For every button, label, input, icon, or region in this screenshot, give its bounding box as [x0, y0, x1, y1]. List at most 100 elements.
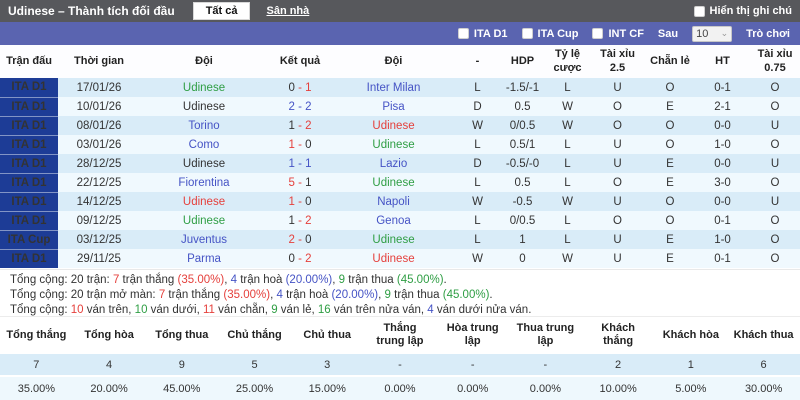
half-time-score: 0-0 — [714, 157, 731, 170]
stats-percent-value: 0.00% — [509, 375, 582, 400]
away-team-name: Genoa — [376, 214, 411, 227]
summary-segment: ván dưới, — [147, 303, 203, 316]
column-header: Trận đấu — [0, 45, 58, 78]
games-label: Trò chơi — [746, 27, 790, 40]
chevron-down-icon: ⌄ — [720, 28, 729, 38]
league-badge: ITA Cup — [0, 230, 58, 250]
half-time-score: 1-0 — [714, 138, 731, 151]
home-score: 0 — [288, 252, 295, 265]
match-date: 03/12/25 — [76, 233, 122, 246]
away-score: 0 — [305, 233, 312, 246]
half-time-score: 3-0 — [714, 176, 731, 189]
summary-segment: 4 — [427, 303, 434, 316]
int-cf-checkbox[interactable] — [592, 28, 604, 39]
league-badge: ITA D1 — [0, 173, 58, 193]
odds-letter: L — [564, 233, 571, 246]
stats-count-value: 1 — [654, 354, 728, 376]
score-dash: - — [294, 195, 306, 208]
result-letter: L — [474, 214, 481, 227]
summary-segment: trận thua — [345, 273, 397, 286]
ita-d1-checkbox[interactable] — [457, 28, 469, 39]
summary-segment: , — [332, 273, 339, 286]
half-time-score: 0-1 — [714, 252, 731, 265]
home-team-cell: Udinese — [140, 211, 268, 230]
tab-home-link[interactable]: Sân nhà — [266, 5, 310, 17]
home-team-name: Parma — [187, 252, 221, 265]
home-team-cell: Juventus — [140, 230, 268, 249]
stats-count-value: 4 — [72, 354, 146, 376]
stats-percent-value: 20.00% — [72, 375, 146, 400]
score-dash: - — [294, 119, 306, 132]
stats-percent-value: 0.00% — [436, 375, 510, 400]
summary-line: Tổng cộng: 10 ván trên, 10 ván dưới, 11 … — [10, 303, 800, 318]
page-title: Udinese – Thành tích đối đầu — [8, 4, 175, 18]
stats-count-value: - — [509, 354, 582, 376]
score-cell: 5 - 1 — [268, 173, 332, 192]
home-score: 2 — [288, 100, 295, 113]
over-under-075-letter: O — [770, 81, 780, 94]
stats-table: Tổng thắng Tổng hòa Tổng thua Chủ thắng Chủ … — [0, 315, 800, 400]
hdp-value: 0.5 — [514, 176, 531, 189]
over-under-25-letter: U — [613, 138, 622, 151]
result-letter: D — [473, 100, 482, 113]
away-score: 1 — [305, 81, 312, 94]
away-team-name: Udinese — [372, 233, 415, 246]
summary-segment: , — [270, 288, 277, 301]
column-header: Kết quả — [268, 45, 332, 78]
away-score: 2 — [305, 252, 312, 265]
away-team-cell: Lazio — [332, 154, 455, 173]
score-cell: 1 - 1 — [268, 154, 332, 173]
away-score: 0 — [305, 138, 312, 151]
tab-all-button[interactable]: Tất cả — [192, 2, 251, 20]
filter-int-cf: INT CF — [592, 28, 644, 40]
home-score: 5 — [288, 176, 295, 189]
result-letter: D — [473, 157, 482, 170]
stats-column-header: Khách thắng — [581, 316, 655, 354]
over-under-25-letter: U — [613, 252, 622, 265]
over-under-25-letter: U — [613, 233, 622, 246]
match-date: 03/01/26 — [76, 138, 122, 151]
games-count-select[interactable]: 10 ⌄ — [692, 25, 733, 42]
show-notes-checkbox[interactable] — [693, 5, 705, 17]
summary-segment: (20.00%) — [285, 273, 333, 286]
home-score: 2 — [288, 233, 295, 246]
column-header: Chẵn lẻ — [645, 45, 695, 78]
away-team-name: Napoli — [377, 195, 410, 208]
stats-percent-value: 10.00% — [581, 375, 655, 400]
even-odd-letter: E — [666, 176, 674, 189]
summary-segment: trận thua — [390, 288, 443, 301]
summary-segment: ván dưới nửa ván. — [433, 303, 532, 316]
stats-count-value: 9 — [145, 354, 219, 376]
summary-segment: 10 — [134, 303, 148, 316]
result-letter: W — [472, 119, 483, 132]
away-score: 1 — [305, 176, 312, 189]
home-team-name: Torino — [188, 119, 220, 132]
odds-letter: L — [564, 81, 571, 94]
hdp-value: 1 — [519, 233, 526, 246]
ita-d1-label: ITA D1 — [473, 27, 508, 40]
match-date: 09/12/25 — [76, 214, 122, 227]
stats-percent-value: 25.00% — [218, 375, 291, 400]
games-count-value: 10 — [696, 27, 709, 40]
stats-column-header: Chủ thắng — [218, 316, 291, 354]
result-letter: L — [474, 233, 481, 246]
ita-cup-label: ITA Cup — [537, 27, 579, 40]
over-under-075-letter: O — [770, 252, 780, 265]
show-notes-group: Hiển thị ghi chú — [693, 5, 792, 17]
column-header: HT — [695, 45, 750, 78]
column-header: - — [455, 45, 500, 78]
home-team-name: Udinese — [182, 214, 226, 227]
over-under-075-letter: O — [770, 233, 780, 246]
home-team-cell: Parma — [140, 249, 268, 268]
hdp-value: -0.5 — [512, 195, 533, 208]
summary-segment: trận hoà — [237, 273, 286, 286]
filter-ita-d1: ITA D1 — [457, 27, 508, 40]
summary-segment: , — [224, 273, 231, 286]
stats-count-value: 3 — [290, 354, 364, 376]
stats-count-value: 5 — [218, 354, 291, 376]
ita-cup-checkbox[interactable] — [521, 28, 533, 39]
home-team-cell: Udinese — [140, 154, 268, 173]
home-team-name: Fiorentina — [178, 176, 230, 189]
home-score: 1 — [288, 195, 295, 208]
